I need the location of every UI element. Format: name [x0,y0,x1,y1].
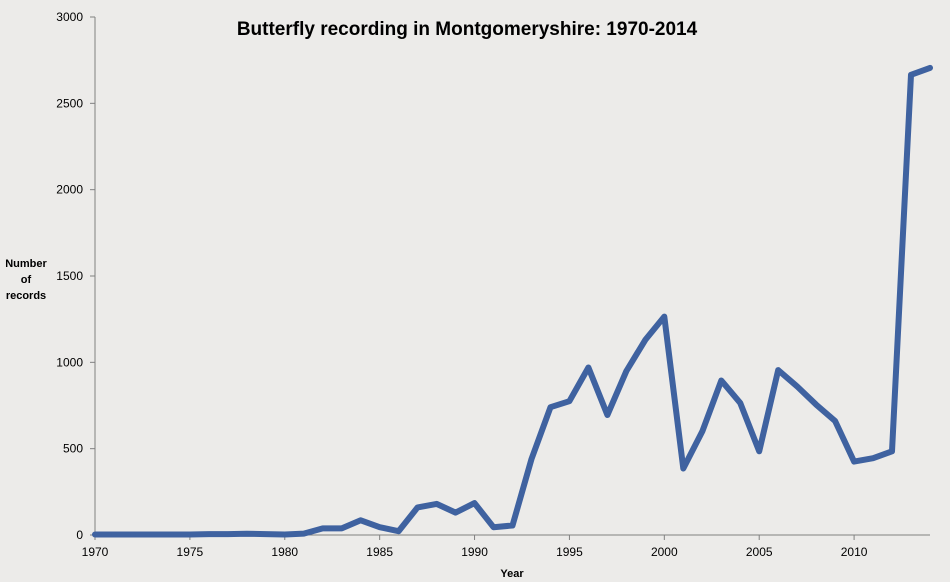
data-point-1992 [510,523,515,529]
data-point-1982 [320,525,326,531]
data-point-2000 [661,314,667,320]
x-axis-ticks: 1970 1975 1980 1985 1990 1995 2000 2005 2010 [82,535,868,559]
data-point-1977 [225,531,231,537]
data-point-2014 [927,65,933,71]
y-tick-label: 500 [63,442,83,456]
y-axis-label-line-3: records [6,290,46,302]
data-point-1991 [491,524,497,530]
data-point-1972 [130,531,136,537]
data-point-1970 [92,531,98,537]
data-point-1996 [585,365,591,371]
data-point-1990 [472,500,478,506]
data-point-1974 [168,531,174,537]
data-point-1980 [282,531,288,537]
data-point-2008 [813,402,819,408]
y-axis-ticks: 0 500 1000 1500 2000 2500 3000 [56,10,95,542]
data-point-1997 [604,412,610,418]
x-tick-label: 1975 [177,545,204,559]
data-point-1975 [187,531,193,537]
x-tick-label: 2000 [651,545,678,559]
records-series-line [92,64,933,538]
y-tick-label: 0 [76,528,83,542]
data-point-2007 [794,384,800,390]
data-point-1998 [623,368,629,374]
y-axis-label-line-1: Number [5,258,47,270]
data-point-1973 [149,531,155,537]
data-point-1984 [358,517,364,523]
data-point-2006 [775,367,781,373]
x-tick-label: 2010 [841,545,868,559]
data-point-1983 [339,525,345,531]
x-axis-label: Year [500,568,524,580]
data-point-1986 [396,528,402,534]
y-tick-label: 1500 [56,269,83,283]
chart-title: Butterfly recording in Montgomeryshire: … [237,19,698,40]
data-point-1976 [206,531,212,537]
data-point-1994 [547,404,553,410]
data-point-2001 [680,466,686,472]
data-point-1999 [642,337,648,343]
data-point-2004 [737,400,743,406]
data-point-1988 [434,501,440,507]
x-tick-label: 1970 [82,545,109,559]
y-tick-label: 1000 [56,355,83,369]
data-point-2013 [908,72,914,78]
data-point-1981 [301,531,307,537]
data-point-2009 [832,418,838,424]
data-point-1971 [111,531,117,537]
x-tick-label: 2005 [746,545,773,559]
data-point-1985 [377,524,383,530]
data-point-1987 [415,504,421,510]
data-point-2005 [756,448,762,454]
y-tick-label: 2500 [56,96,83,110]
data-point-2012 [889,448,895,454]
y-tick-label: 3000 [56,10,83,24]
data-point-1989 [453,510,459,516]
data-points [92,65,933,537]
data-point-1979 [263,531,269,537]
data-point-2003 [718,377,724,383]
x-tick-label: 1985 [366,545,393,559]
data-point-1995 [566,398,572,404]
x-tick-label: 1980 [271,545,298,559]
x-tick-label: 1995 [556,545,583,559]
data-point-1978 [244,531,250,537]
x-tick-label: 1990 [461,545,488,559]
y-axis-label-line-2: of [21,274,32,286]
data-point-2010 [851,459,857,465]
data-point-2002 [699,428,705,434]
y-tick-label: 2000 [56,183,83,197]
data-point-2011 [870,455,876,461]
data-point-1993 [528,456,534,462]
